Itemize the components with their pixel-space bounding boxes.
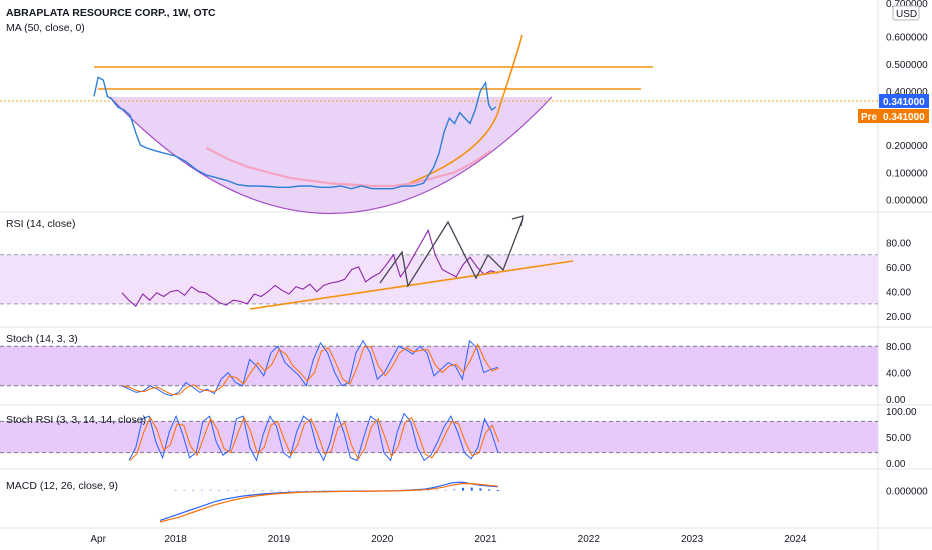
macd-histogram-bar xyxy=(496,490,499,492)
macd-histogram-bar xyxy=(192,490,195,492)
time-axis[interactable]: Apr 2018 2019 2020 2021 2022 2023 2024 xyxy=(90,534,807,545)
time-axis-tick: Apr xyxy=(90,534,106,545)
srsi-axis-tick: 100.00 xyxy=(886,407,917,418)
stoch-axis-tick: 80.00 xyxy=(886,342,911,353)
macd-histogram-bar xyxy=(200,489,203,491)
macd-histogram-bar xyxy=(479,488,482,491)
stoch-axis[interactable]: 80.00 40.00 0.00 xyxy=(886,342,911,406)
time-axis-tick: 2020 xyxy=(371,534,394,545)
last-price-tag xyxy=(879,94,929,108)
macd-histogram-bar xyxy=(418,490,421,492)
stoch-rsi-axis[interactable]: 100.00 50.00 0.00 xyxy=(886,407,917,470)
macd-histogram-bar xyxy=(270,490,273,492)
stoch-rsi-k-line xyxy=(128,411,499,462)
price-axis[interactable]: 0.600000 0.500000 0.400000 0.200000 0.100000… xyxy=(886,33,928,207)
macd-histogram-bar xyxy=(287,490,290,492)
currency-box[interactable] xyxy=(892,5,920,21)
macd-histogram-bar xyxy=(305,490,308,492)
rsi-axis-tick: 40.00 xyxy=(886,288,911,299)
rsi-arrow-head xyxy=(511,215,524,227)
currency-label: USD xyxy=(896,9,917,20)
macd-histogram-bar xyxy=(279,490,282,492)
macd-histogram-bar xyxy=(427,490,430,492)
macd-line xyxy=(159,481,498,521)
rsi-pane[interactable]: RSI (14, close) 80.00 60.00 40.00 20.00 xyxy=(0,215,911,324)
macd-histogram-bar xyxy=(252,490,255,492)
y-tick-top-partial: 0.700000 xyxy=(886,0,928,10)
stoch-axis-tick: 40.00 xyxy=(886,369,911,380)
last-price-label: 0.341000 xyxy=(883,97,925,108)
stoch-rsi-title: Stoch RSI (3, 3, 14, 14, close) xyxy=(6,414,146,426)
macd-histogram-bar xyxy=(444,489,447,491)
rsi-axis[interactable]: 80.00 60.00 40.00 20.00 xyxy=(886,239,911,324)
rsi-axis-tick: 60.00 xyxy=(886,263,911,274)
time-axis-tick: 2023 xyxy=(681,534,704,545)
macd-histogram-bar xyxy=(470,487,473,491)
srsi-axis-tick: 50.00 xyxy=(886,433,911,444)
macd-histogram-bar xyxy=(488,489,491,491)
time-axis-tick: 2019 xyxy=(268,534,291,545)
stoch-rsi-pane[interactable]: Stoch RSI (3, 3, 14, 14, close) 100.00 50… xyxy=(0,407,917,470)
stoch-rsi-d-line xyxy=(129,416,500,461)
rsi-support-trendline[interactable] xyxy=(249,260,574,310)
stoch-band xyxy=(0,346,878,386)
stoch-axis-tick: 0.00 xyxy=(886,395,906,406)
macd-histogram-bar xyxy=(209,489,212,491)
rsi-axis-tick: 80.00 xyxy=(886,239,911,250)
macd-pane[interactable]: MACD (12, 26, close, 9) 0.000000 xyxy=(6,480,928,523)
macd-signal-line xyxy=(159,483,498,523)
srsi-axis-tick: 0.00 xyxy=(886,459,906,470)
macd-histogram-bar xyxy=(453,488,456,491)
rsi-axis-tick: 20.00 xyxy=(886,312,911,323)
price-axis-tick: 0.600000 xyxy=(886,33,928,44)
price-axis-tick: 0.000000 xyxy=(886,196,928,207)
macd-histogram-bar xyxy=(183,489,186,491)
stoch-k-line xyxy=(121,339,499,397)
parabolic-projection-curve[interactable] xyxy=(409,34,523,184)
macd-histogram-bar xyxy=(174,489,177,491)
macd-histogram-bar xyxy=(218,489,221,491)
cup-pattern-arc xyxy=(109,96,553,215)
pre-label: Pre xyxy=(861,112,878,123)
macd-axis[interactable]: 0.000000 xyxy=(886,487,928,498)
ma-50-line xyxy=(206,147,492,188)
price-axis-tick: 0.500000 xyxy=(886,60,928,71)
price-axis-tick: 0.100000 xyxy=(886,168,928,179)
macd-histogram-bar xyxy=(435,489,438,491)
chart-title: ABRAPLATA RESOURCE CORP., 1W, OTC xyxy=(6,7,216,19)
price-axis-tick: 0.400000 xyxy=(886,87,928,98)
time-axis-tick: 2022 xyxy=(578,534,601,545)
rsi-drawn-pattern[interactable] xyxy=(379,217,524,288)
stoch-d-line xyxy=(122,342,500,396)
stoch-pane[interactable]: Stoch (14, 3, 3) 80.00 40.00 0.00 xyxy=(0,333,911,406)
rsi-title: RSI (14, close) xyxy=(6,218,75,230)
macd-histogram-bar xyxy=(235,490,238,492)
macd-histogram-bar xyxy=(244,490,247,492)
time-axis-tick: 2018 xyxy=(164,534,187,545)
pre-price-tag xyxy=(858,109,929,123)
macd-title: MACD (12, 26, close, 9) xyxy=(6,480,118,492)
macd-histogram-bar xyxy=(462,487,465,491)
price-axis-tick: 0.200000 xyxy=(886,141,928,152)
price-line xyxy=(93,76,497,190)
macd-histogram-bar xyxy=(226,490,229,492)
price-pane[interactable]: ABRAPLATA RESOURCE CORP., 1W, OTC MA (50… xyxy=(0,0,929,215)
time-axis-tick: 2024 xyxy=(784,534,807,545)
macd-histogram-bar xyxy=(296,490,299,492)
macd-histogram-bar xyxy=(261,490,264,492)
stoch-title: Stoch (14, 3, 3) xyxy=(6,333,78,345)
time-axis-tick: 2021 xyxy=(474,534,497,545)
macd-axis-tick: 0.000000 xyxy=(886,487,928,498)
pre-price-label: 0.341000 xyxy=(883,112,925,123)
ma-indicator-label: MA (50, close, 0) xyxy=(6,22,85,34)
rsi-line xyxy=(121,228,499,308)
